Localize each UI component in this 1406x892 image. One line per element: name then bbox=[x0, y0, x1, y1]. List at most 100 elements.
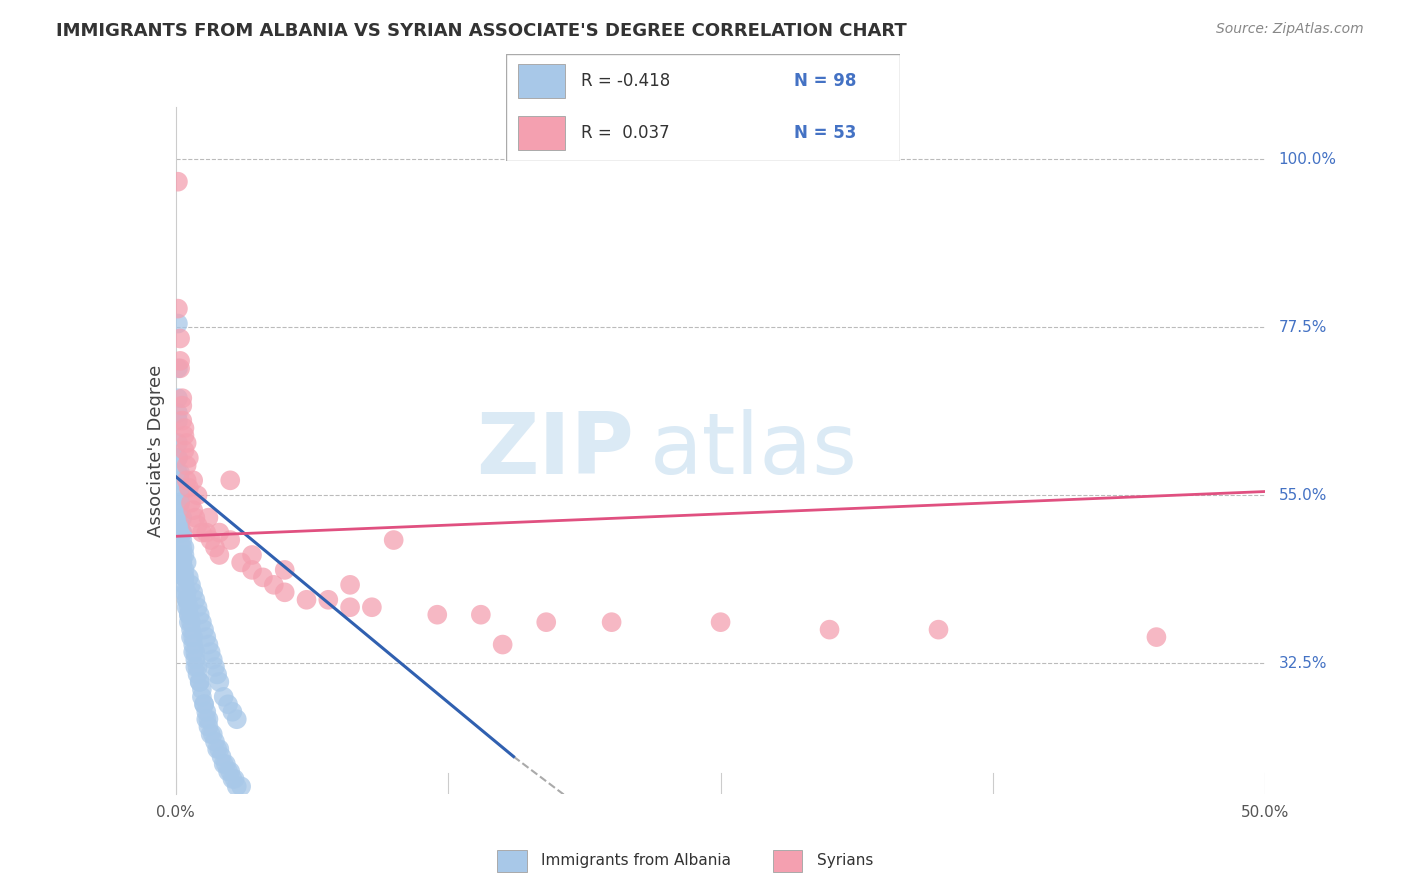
Bar bbox=[517, 116, 565, 150]
Point bbox=[180, 615, 202, 630]
Point bbox=[197, 712, 219, 726]
Point bbox=[818, 623, 841, 637]
Point bbox=[263, 578, 285, 592]
Point bbox=[201, 652, 224, 666]
Point bbox=[169, 466, 191, 480]
Point bbox=[181, 638, 204, 652]
Point bbox=[177, 450, 200, 465]
Point bbox=[215, 757, 238, 772]
Point bbox=[600, 615, 623, 630]
Point bbox=[188, 674, 211, 689]
Point bbox=[167, 301, 190, 316]
Text: Immigrants from Albania: Immigrants from Albania bbox=[541, 854, 731, 868]
Point bbox=[177, 481, 200, 495]
Point bbox=[173, 548, 195, 562]
Point bbox=[169, 525, 191, 540]
Point bbox=[204, 660, 226, 674]
Point bbox=[173, 443, 195, 458]
Point bbox=[710, 615, 733, 630]
Point bbox=[176, 556, 198, 570]
Point bbox=[221, 705, 243, 719]
Point bbox=[176, 436, 198, 450]
Point bbox=[184, 510, 207, 524]
Point bbox=[167, 317, 190, 331]
Point bbox=[1144, 630, 1167, 644]
Text: IMMIGRANTS FROM ALBANIA VS SYRIAN ASSOCIATE'S DEGREE CORRELATION CHART: IMMIGRANTS FROM ALBANIA VS SYRIAN ASSOCI… bbox=[56, 22, 907, 40]
Point bbox=[205, 667, 228, 681]
Point bbox=[172, 541, 194, 555]
Bar bbox=[498, 849, 526, 872]
Text: 32.5%: 32.5% bbox=[1278, 656, 1327, 671]
Point bbox=[169, 473, 191, 487]
Point bbox=[492, 638, 515, 652]
Point bbox=[212, 757, 235, 772]
Text: 100.0%: 100.0% bbox=[1278, 152, 1337, 167]
Point bbox=[188, 674, 211, 689]
Point bbox=[172, 399, 194, 413]
Point bbox=[240, 563, 263, 577]
Point bbox=[217, 764, 239, 779]
Point bbox=[318, 592, 340, 607]
Point bbox=[195, 705, 218, 719]
Text: ZIP: ZIP bbox=[475, 409, 633, 492]
Point bbox=[172, 556, 194, 570]
Text: atlas: atlas bbox=[650, 409, 858, 492]
Point bbox=[173, 585, 195, 599]
Point bbox=[195, 712, 218, 726]
Point bbox=[204, 734, 226, 748]
Point bbox=[197, 510, 219, 524]
Point bbox=[191, 690, 214, 704]
Text: 77.5%: 77.5% bbox=[1278, 319, 1327, 334]
Point bbox=[191, 525, 214, 540]
Point bbox=[225, 712, 247, 726]
Point bbox=[186, 660, 209, 674]
Point bbox=[184, 645, 207, 659]
Bar bbox=[773, 849, 801, 872]
Point bbox=[339, 600, 361, 615]
Point bbox=[173, 570, 195, 584]
Point bbox=[172, 556, 194, 570]
Point bbox=[221, 772, 243, 786]
Point bbox=[219, 533, 242, 547]
Y-axis label: Associate's Degree: Associate's Degree bbox=[146, 364, 165, 537]
Point bbox=[177, 615, 200, 630]
Point bbox=[177, 607, 200, 622]
Point bbox=[295, 592, 318, 607]
Point bbox=[195, 525, 218, 540]
Point bbox=[191, 615, 214, 630]
Text: N = 98: N = 98 bbox=[793, 72, 856, 90]
Point bbox=[173, 578, 195, 592]
Point bbox=[219, 473, 242, 487]
Point bbox=[173, 563, 195, 577]
Point bbox=[181, 645, 204, 659]
Point bbox=[169, 481, 191, 495]
Point bbox=[169, 361, 191, 376]
Point bbox=[240, 548, 263, 562]
Point bbox=[208, 548, 231, 562]
Point bbox=[212, 690, 235, 704]
Point bbox=[167, 414, 190, 428]
Point bbox=[167, 406, 190, 420]
Point bbox=[181, 585, 204, 599]
Text: 55.0%: 55.0% bbox=[1278, 488, 1327, 503]
Point bbox=[193, 698, 215, 712]
Point bbox=[208, 742, 231, 756]
Text: N = 53: N = 53 bbox=[793, 124, 856, 142]
Point bbox=[217, 698, 239, 712]
Point bbox=[172, 548, 194, 562]
Text: R = -0.418: R = -0.418 bbox=[581, 72, 671, 90]
Point bbox=[197, 720, 219, 734]
Point bbox=[191, 682, 214, 697]
Point bbox=[167, 175, 190, 189]
Point bbox=[169, 488, 191, 502]
Point bbox=[167, 436, 190, 450]
Point bbox=[176, 585, 198, 599]
Point bbox=[181, 630, 204, 644]
Point bbox=[172, 533, 194, 547]
Point bbox=[201, 727, 224, 741]
Bar bbox=[517, 64, 565, 98]
Point bbox=[177, 570, 200, 584]
Point bbox=[177, 607, 200, 622]
Point bbox=[426, 607, 449, 622]
Point bbox=[169, 496, 191, 510]
